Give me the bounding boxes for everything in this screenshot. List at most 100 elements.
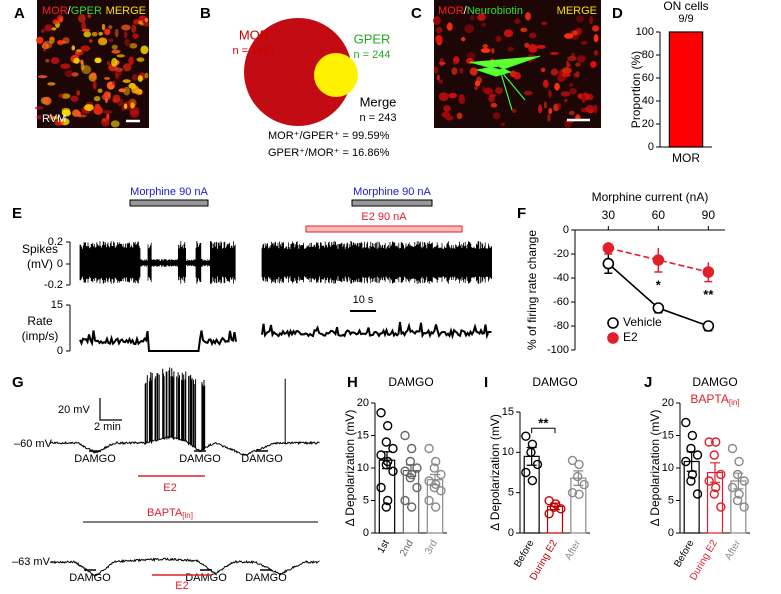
cell [514,18,521,25]
legend-marker [607,317,619,329]
y-tick-label: 40 [642,95,654,107]
drug-bar [305,225,463,233]
cell [83,31,92,38]
cell [114,28,119,38]
cell [433,16,441,25]
cell [116,54,125,58]
cell [438,79,444,84]
region-label: RVM [42,113,66,125]
cell [54,119,64,126]
venn-stat: MOR⁺/GPER⁺ = 99.59% [268,130,390,142]
image-label: MOR/GPER [42,5,102,17]
cell [466,52,476,60]
x-tick-label: MOR [672,151,700,165]
cell [560,91,571,97]
cell [488,94,495,103]
cell [101,23,106,31]
cell [89,39,93,43]
cell [132,74,138,81]
y-tick-label: 0 [363,527,369,539]
axis-label: Rate [27,314,53,328]
cell [123,103,128,110]
cell [36,36,44,44]
data-point [734,456,744,467]
data-point [686,443,696,454]
cell [92,80,97,90]
cell [448,92,458,99]
data-point [388,466,398,476]
cell [87,14,92,18]
series-line [608,247,709,273]
y-tick-label: 15 [662,429,674,441]
cell [104,28,111,36]
chart-title: DAMGO [692,375,737,389]
data-point [436,469,446,480]
drug-label: BAPTA[in] [147,507,193,520]
data-point [704,476,714,486]
data-point [424,443,434,454]
cell [114,69,123,77]
chart-title: DAMGO [388,375,433,389]
cell [543,101,547,109]
panel-label: H [347,374,358,391]
data-point [739,502,749,512]
cell [94,57,102,64]
cell [523,90,533,96]
x-tick-label: 90 [702,208,716,222]
cell [41,29,45,33]
cell [93,95,101,102]
cell [45,59,50,63]
data-point [382,495,393,506]
cell [580,41,588,45]
data-point [574,459,584,470]
y-axis-label: % of firing rate change [525,230,539,350]
cell [144,72,149,79]
cell [500,122,506,127]
cell [529,32,537,39]
cell [102,109,113,115]
data-point [602,257,615,270]
drug-label: Morphine 90 nA [353,186,431,198]
cell [108,25,113,30]
cell [470,15,474,21]
cell [528,44,538,53]
cell [140,45,149,55]
cell [58,16,63,23]
y-tick-label: 20 [357,397,369,409]
cell [453,61,457,65]
cell [81,21,86,31]
cell [571,52,575,57]
cell [73,57,80,64]
cell [43,43,47,52]
data-point [652,254,665,266]
cell [71,45,76,51]
data-point [681,417,691,428]
data-point [702,266,715,278]
x-tick-label: After [723,538,743,562]
cell [568,110,575,116]
neuron [469,55,541,111]
panel-label: F [517,205,526,222]
y-axis-label: Δ Depolarization (mV) [648,410,662,527]
axis-label: Spikes [22,242,58,256]
cell [131,24,137,34]
y-axis-label: Δ Depolarization (mV) [488,414,502,531]
cell [111,44,118,50]
cell [136,57,145,62]
venn-stat: GPER⁺/MOR⁺ = 16.86% [268,147,390,159]
drug-label: E2 [163,482,176,494]
venn-label: Merge [360,94,397,109]
cell [129,42,138,49]
cell [548,107,553,115]
chart-title: DAMGO [532,375,577,389]
cell [575,71,580,78]
cell [538,104,543,114]
cell [112,80,116,86]
cell [72,109,80,117]
data-point [405,456,416,467]
cell [124,38,131,47]
cell [37,75,48,79]
data-point [424,495,434,506]
venn-mor [244,18,352,126]
significance-label: ** [703,287,714,302]
